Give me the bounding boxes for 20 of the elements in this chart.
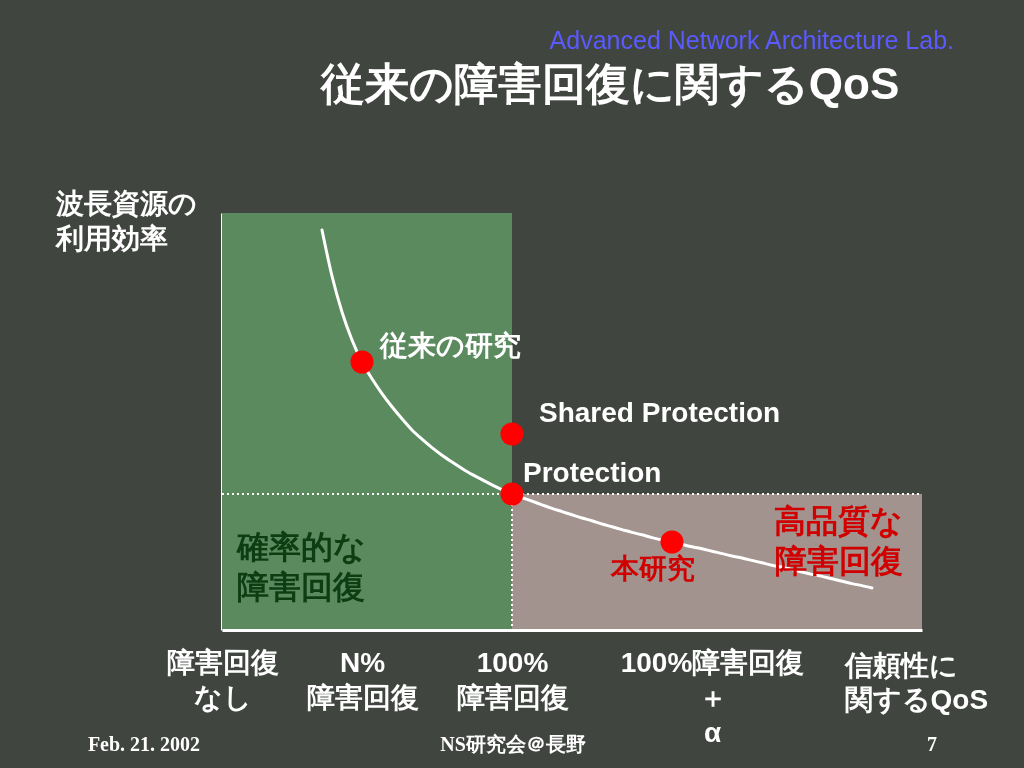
chart-title: 従来の障害回復に関するQoS — [318, 59, 900, 108]
point — [500, 422, 524, 446]
x-tick-label: 100% 障害回復 — [456, 646, 569, 713]
text: 7 — [927, 733, 937, 755]
text: Advanced Network Architecture Lab. — [549, 26, 954, 54]
point — [350, 350, 374, 374]
x-axis-title: 信頼性に関するQoS — [843, 649, 989, 715]
annotation: Protection — [523, 457, 662, 488]
annotation: 本研究 — [610, 553, 695, 584]
point — [660, 530, 684, 554]
y-axis-title: 波長資源の利用効率 — [54, 187, 197, 254]
point — [500, 482, 524, 506]
x-tick-label: 100%障害回復＋α — [620, 646, 805, 748]
x-tick-label: 障害回復なし — [166, 646, 279, 713]
annotation: Shared Protection — [539, 397, 781, 428]
annotation: 従来の研究 — [379, 330, 521, 361]
x-tick-label: N% 障害回復 — [306, 646, 419, 713]
band-label: 確率的な障害回復 — [236, 529, 366, 605]
text: NS研究会＠長野 — [440, 733, 586, 755]
text: Feb. 21. 2002 — [87, 733, 201, 755]
